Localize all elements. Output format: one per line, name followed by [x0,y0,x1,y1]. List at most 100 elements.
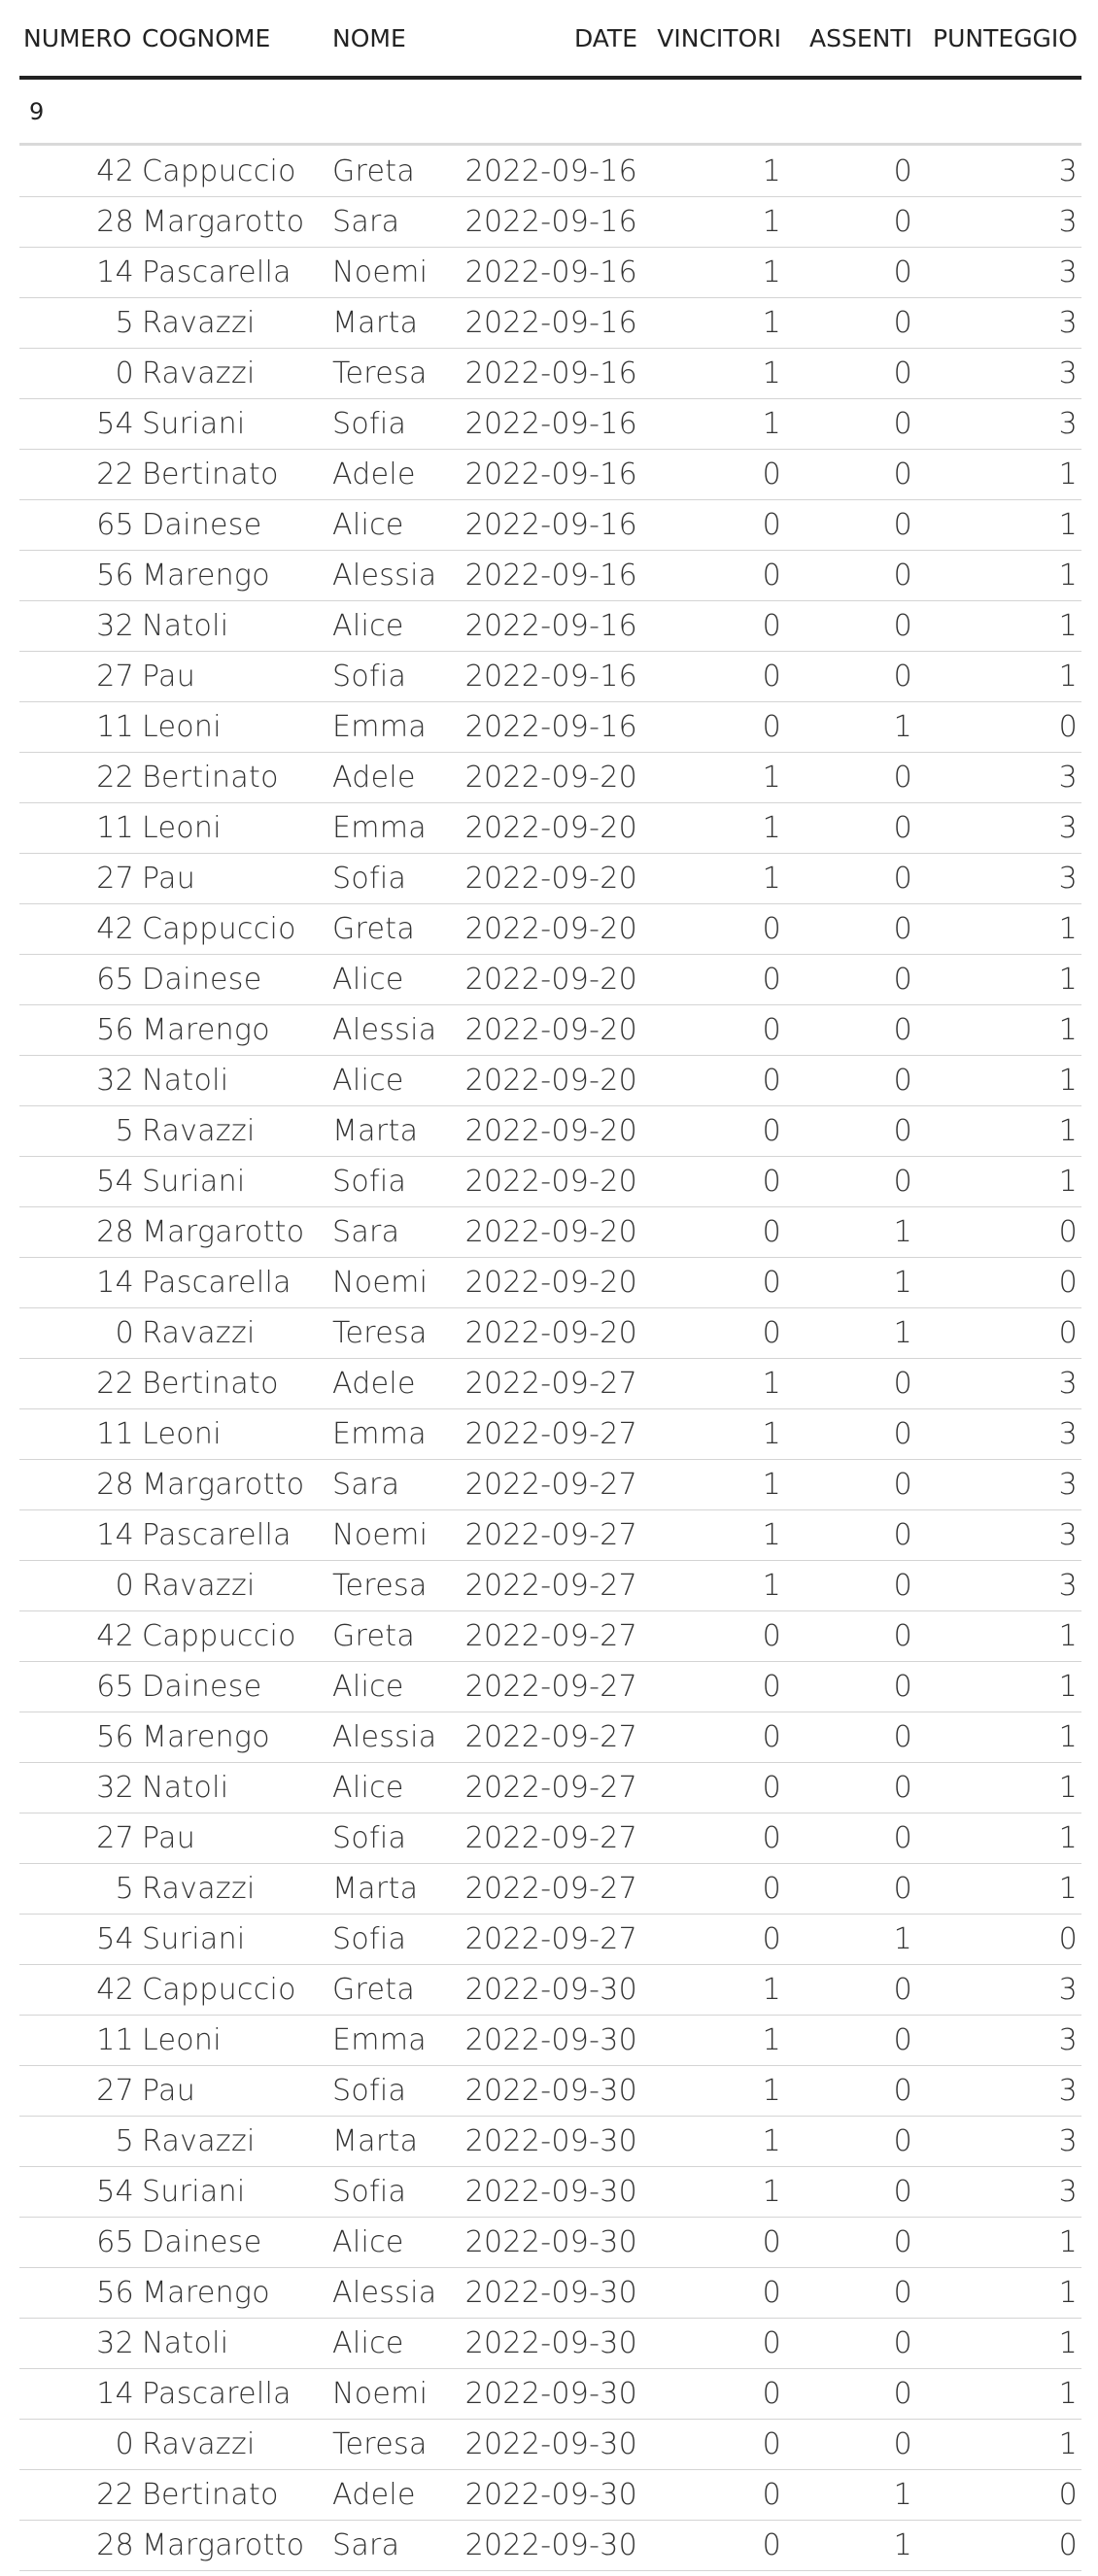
table-row: 28 Margarotto Sara 2022-09-27 1 0 3 [19,1459,1081,1510]
table-row: 65 Dainese Alice 2022-09-16 0 0 1 [19,499,1081,551]
cell-vincitori: 0 [641,1610,785,1662]
cell-assenti: 0 [785,2116,916,2167]
cell-numero: 22 [19,449,138,500]
cell-assenti: 0 [785,196,916,248]
cell-cognome: Margarotto [138,196,328,248]
cell-punteggio: 1 [916,1813,1081,1864]
cell-cognome: Suriani [138,1914,328,1965]
cell-numero: 11 [19,802,138,854]
cell-vincitori: 0 [641,1307,785,1359]
table-row: 32 Natoli Alice 2022-09-20 0 0 1 [19,1055,1081,1106]
cell-punteggio: 1 [916,1156,1081,1207]
cell-vincitori: 0 [641,1055,785,1106]
table-row: 11 Leoni Emma 2022-09-27 1 0 3 [19,1408,1081,1460]
cell-date: 2022-09-16 [453,499,641,551]
cell-date: 2022-09-30 [453,1964,641,2016]
table-row: 54 Suriani Sofia 2022-09-16 1 0 3 [19,398,1081,450]
cell-cognome: Pascarella [138,247,328,298]
cell-assenti: 0 [785,1004,916,1056]
cell-assenti: 1 [785,1257,916,1308]
cell-cognome: Natoli [138,2318,328,2369]
cell-assenti: 1 [785,701,916,753]
cell-assenti: 0 [785,2065,916,2117]
table-row: 27 Pau Sofia 2022-09-16 0 0 1 [19,651,1081,702]
cell-vincitori: 0 [641,1914,785,1965]
cell-vincitori: 0 [641,1863,785,1915]
cell-vincitori: 1 [641,247,785,298]
cell-nome: Greta [328,1610,453,1662]
table-row: 0 Ravazzi Teresa 2022-09-16 1 0 3 [19,348,1081,399]
cell-cognome: Ravazzi [138,1863,328,1915]
cell-assenti: 0 [785,1105,916,1157]
cell-assenti: 0 [785,2368,916,2420]
cell-nome: Alice [328,499,453,551]
cell-cognome: Natoli [138,1055,328,1106]
cell-date: 2022-09-27 [453,1509,641,1561]
cell-numero: 14 [19,247,138,298]
cell-date: 2022-09-20 [453,1307,641,1359]
cell-assenti: 1 [785,1914,916,1965]
cell-vincitori: 0 [641,2469,785,2521]
cell-cognome: Marengo [138,2267,328,2319]
cell-nome: Marta [328,1863,453,1915]
cell-cognome: Bertinato [138,752,328,803]
cell-cognome: Pau [138,2065,328,2117]
cell-nome: Sofia [328,2065,453,2117]
cell-nome: Emma [328,701,453,753]
cell-numero: 54 [19,2166,138,2218]
cell-nome: Alice [328,2217,453,2268]
cell-vincitori: 1 [641,297,785,349]
cell-nome: Sara [328,2520,453,2571]
cell-cognome: Marengo [138,1004,328,1056]
cell-vincitori: 0 [641,651,785,702]
header-cognome: COGNOME [138,0,328,80]
cell-assenti: 0 [785,1661,916,1712]
group-header: 9 [19,78,1081,146]
cell-punteggio: 3 [916,196,1081,248]
cell-vincitori: 1 [641,2015,785,2066]
cell-cognome: Pascarella [138,1257,328,1308]
cell-nome: Emma [328,1408,453,1460]
table-row: 42 Cappuccio Greta 2022-09-30 1 0 3 [19,1964,1081,2016]
cell-vincitori: 1 [641,1408,785,1460]
cell-assenti: 0 [785,1560,916,1611]
table-row: 5 Ravazzi Marta 2022-09-27 0 0 1 [19,1863,1081,1915]
cell-numero: 56 [19,1712,138,1763]
cell-vincitori: 1 [641,1459,785,1510]
cell-nome: Noemi [328,2368,453,2420]
cell-date: 2022-09-30 [453,2469,641,2521]
cell-cognome: Ravazzi [138,1307,328,1359]
table-row: 5 Ravazzi Marta 2022-09-30 1 0 3 [19,2116,1081,2167]
cell-date: 2022-09-16 [453,247,641,298]
cell-cognome: Margarotto [138,1459,328,1510]
table-row: 14 Pascarella Noemi 2022-09-20 0 1 0 [19,1257,1081,1308]
cell-numero: 28 [19,2520,138,2571]
cell-vincitori: 1 [641,752,785,803]
cell-cognome: Suriani [138,398,328,450]
table-row: 56 Marengo Alessia 2022-09-27 0 0 1 [19,1712,1081,1763]
cell-assenti: 0 [785,1509,916,1561]
cell-nome: Sara [328,1206,453,1258]
cell-punteggio: 3 [916,2116,1081,2167]
cell-cognome: Cappuccio [138,1964,328,2016]
cell-vincitori: 0 [641,1257,785,1308]
cell-date: 2022-09-27 [453,1610,641,1662]
cell-vincitori: 1 [641,348,785,399]
cell-vincitori: 0 [641,954,785,1005]
cell-numero: 28 [19,1459,138,1510]
cell-date: 2022-09-20 [453,853,641,904]
cell-numero: 5 [19,1105,138,1157]
cell-nome: Sofia [328,398,453,450]
cell-assenti: 1 [785,2520,916,2571]
cell-vincitori: 0 [641,1206,785,1258]
cell-punteggio: 1 [916,1712,1081,1763]
cell-date: 2022-09-16 [453,600,641,652]
cell-date: 2022-09-20 [453,1105,641,1157]
cell-vincitori: 1 [641,802,785,854]
cell-punteggio: 3 [916,297,1081,349]
cell-nome: Marta [328,2116,453,2167]
cell-vincitori: 0 [641,550,785,601]
cell-numero: 42 [19,144,138,197]
cell-cognome: Ravazzi [138,2116,328,2167]
cell-assenti: 0 [785,449,916,500]
